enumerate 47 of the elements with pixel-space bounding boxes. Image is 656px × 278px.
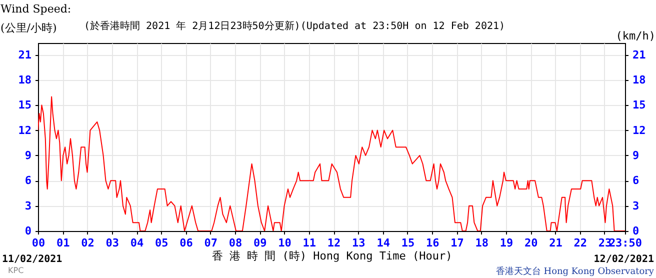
x-tick-label: 17: [450, 236, 464, 250]
x-tick-label: 21: [549, 236, 563, 250]
x-tick-label: 22: [574, 236, 587, 250]
x-tick-label: 00: [32, 236, 46, 250]
text: 11/02/2021: [2, 254, 62, 265]
x-tick-label: 02: [81, 236, 94, 250]
y2-tick-label: 6: [632, 174, 640, 188]
x-tick-label: 16: [426, 236, 440, 250]
x-tick-label: 03: [106, 236, 120, 250]
y-tick-label: 15: [18, 98, 32, 112]
text: KPC: [8, 266, 24, 275]
x-tick-label: 04: [130, 236, 144, 250]
y2-tick-label: 18: [632, 73, 646, 86]
y-tick-label: 9: [24, 148, 32, 162]
x-tick-label: 05: [155, 236, 168, 250]
text: 香港天文台 Hong Kong Observatory: [496, 266, 655, 277]
x-tick-label: 13: [352, 236, 366, 250]
x-tick-label: 20: [524, 236, 538, 250]
x-tick-label: 06: [180, 236, 194, 250]
y-tick-label: 0: [24, 224, 32, 238]
y-tick-label: 18: [18, 73, 32, 86]
y-tick-label: 3: [24, 199, 32, 212]
x-axis-title: 香 港 時 間 (時) Hong Kong Time (Hour): [212, 250, 452, 262]
x-tick-label: 09: [254, 236, 267, 250]
x-tick-label: 15: [401, 236, 415, 250]
x-tick-label: 10: [278, 236, 292, 250]
y2-tick-label: 9: [632, 148, 640, 162]
y2-axis-title: (km/h): [616, 30, 656, 42]
x-tick-label: 11: [302, 236, 316, 250]
y2-tick-label: 12: [632, 124, 646, 137]
x-tick-label: 08: [228, 236, 242, 250]
y2-tick-label: 0: [632, 224, 640, 238]
y2-tick-label: 15: [632, 98, 646, 112]
y-tick-label: 12: [18, 124, 32, 137]
x-tick-label: 18: [475, 236, 488, 250]
y2-tick-label: 21: [632, 48, 646, 62]
x-tick-label: 07: [204, 236, 218, 250]
text: 12/02/2021: [594, 254, 654, 265]
x-tick-label: 19: [500, 236, 514, 250]
x-tick-label: 14: [376, 236, 390, 250]
y-tick-label: 6: [24, 174, 32, 188]
x-tick-label: 12: [327, 236, 341, 250]
y-axis-title: Wind Speed: (公里/小時): [0, 2, 72, 34]
x-tick-label: 01: [56, 236, 70, 250]
y2-tick-label: 3: [632, 199, 640, 212]
y-tick-label: 21: [18, 48, 32, 62]
chart-title: (於香港時間 2021 年 2月12日23時50分更新)(Updated at 23:50H on 12 Feb 2021): [84, 20, 506, 32]
